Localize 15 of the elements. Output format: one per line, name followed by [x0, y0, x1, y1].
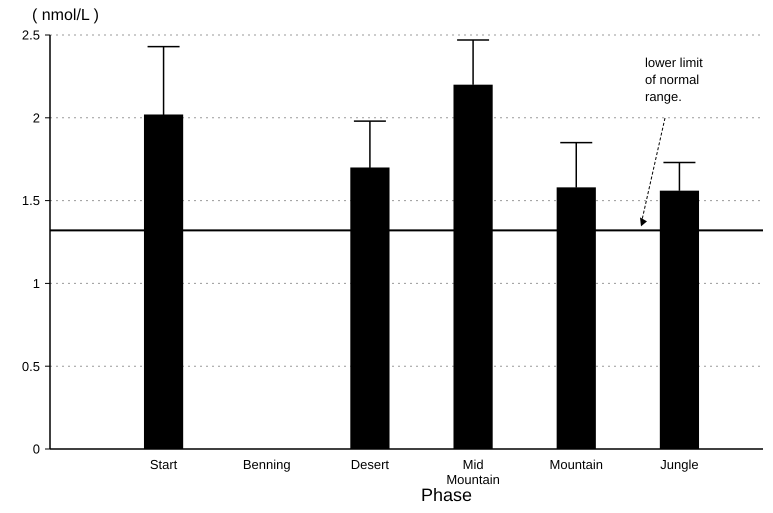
x-axis-title: Phase [420, 485, 472, 505]
x-tick-label: Start [150, 457, 178, 472]
x-tick-label: Desert [350, 457, 390, 472]
x-tick-label: Mid Mountain [446, 457, 500, 487]
x-tick-label: Mountain [550, 457, 603, 472]
y-tick-label: 1.5 [22, 193, 40, 208]
y-tick-label: 2 [32, 110, 40, 126]
y-axis-title: ( nmol/L ) [32, 7, 99, 24]
x-tick-label: Benning [242, 457, 291, 472]
x-tick-label: Jungle [660, 457, 699, 472]
ref-line-label: lower limit of normal range. [645, 55, 704, 104]
y-tick-label: 2.5 [22, 28, 40, 43]
y-tick-label: 1 [32, 276, 40, 291]
y-tick-label: 0 [32, 442, 40, 457]
y-tick-label: 0.5 [22, 358, 40, 374]
